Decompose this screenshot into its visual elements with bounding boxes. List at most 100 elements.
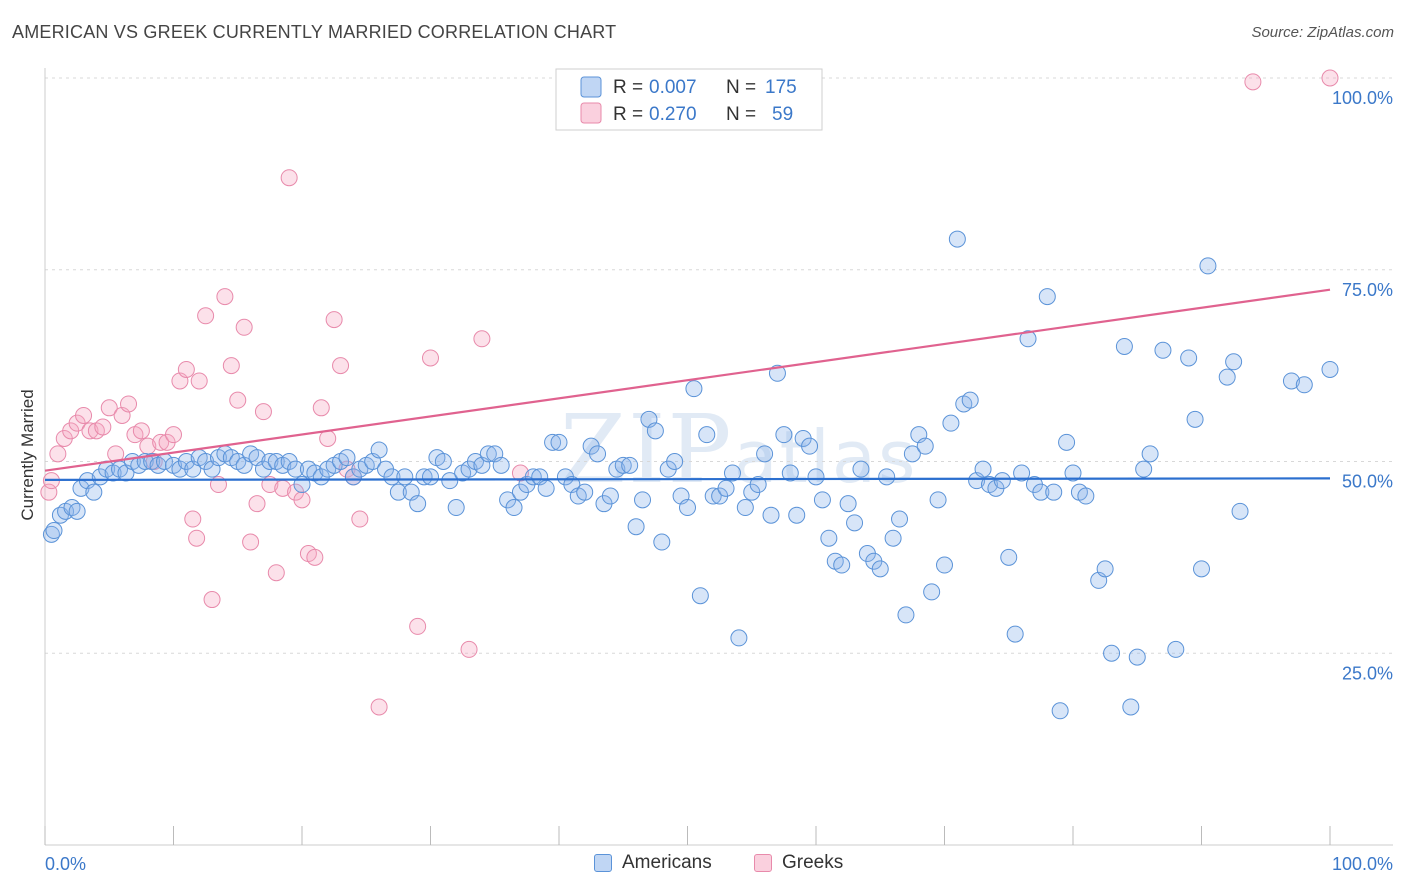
americans-point	[634, 491, 652, 509]
americans-point	[1128, 648, 1146, 666]
bottom-legend-greeks-label: Greeks	[782, 852, 844, 873]
americans-point	[409, 495, 427, 513]
americans-point	[1013, 464, 1031, 482]
americans-point	[768, 364, 786, 382]
chart-title: AMERICAN VS GREEK CURRENTLY MARRIED CORR…	[12, 22, 617, 42]
americans-point	[550, 433, 568, 451]
legend-greeks-swatch	[580, 102, 602, 124]
americans-point	[1103, 644, 1121, 662]
americans-point	[1122, 698, 1140, 716]
americans-point	[601, 487, 619, 505]
americans-point	[916, 437, 934, 455]
legend-greeks-n-value: 59	[772, 104, 793, 125]
americans-point	[1019, 330, 1037, 348]
americans-point	[1058, 433, 1076, 451]
americans-point	[1282, 372, 1300, 390]
americans-point	[45, 522, 63, 540]
greeks-point	[267, 564, 285, 582]
americans-point	[781, 464, 799, 482]
americans-point	[653, 533, 671, 551]
americans-point	[576, 483, 594, 501]
greeks-point	[370, 698, 388, 716]
americans-point	[666, 453, 684, 470]
greeks-point	[409, 617, 427, 635]
greeks-point	[1321, 69, 1339, 87]
greeks-point	[49, 445, 67, 463]
americans-point	[396, 468, 414, 486]
americans-point	[261, 453, 279, 470]
americans-point	[1199, 257, 1217, 275]
greeks-point	[1244, 73, 1262, 91]
americans-point	[1051, 702, 1069, 720]
trend-lines	[44, 288, 1331, 482]
x-tick-label: 0.0%	[45, 854, 86, 874]
americans-point	[627, 518, 645, 536]
americans-point	[389, 483, 407, 501]
americans-point	[1006, 625, 1024, 643]
americans-point	[422, 468, 439, 486]
greeks-point	[235, 318, 253, 336]
americans-point	[415, 468, 433, 486]
americans-point	[441, 472, 459, 490]
greeks-point	[351, 510, 369, 528]
americans-point	[1167, 640, 1185, 658]
americans-point	[685, 380, 703, 398]
greeks-point	[216, 288, 234, 306]
americans-point	[524, 468, 542, 486]
americans-point	[762, 506, 780, 524]
americans-point	[544, 433, 562, 451]
americans-point	[1032, 483, 1050, 501]
y-tick-label: 75.0%	[1342, 280, 1393, 300]
bottom-legend-greeks: Greeks	[754, 852, 843, 874]
americans-point	[447, 499, 465, 517]
legend-greeks-n-label: N =	[726, 104, 756, 125]
legend: R = 0.007 N = 175 R = 0.270 N = 59	[555, 68, 823, 131]
americans-point	[903, 445, 921, 463]
americans-point	[492, 456, 510, 474]
legend-americans-n-label: N =	[726, 77, 756, 98]
americans-point	[852, 460, 870, 478]
americans-point	[788, 506, 806, 524]
legend-greeks-r-label: R =	[613, 104, 643, 125]
greeks-point	[165, 426, 182, 444]
greeks-point	[197, 307, 215, 325]
americans-point	[1077, 487, 1095, 505]
americans-point	[85, 483, 103, 501]
americans-point	[1193, 560, 1210, 578]
greeks-point	[81, 422, 99, 440]
americans-point	[1141, 445, 1159, 463]
americans-point	[756, 445, 774, 463]
americans-point	[383, 468, 401, 486]
americans-point	[839, 495, 857, 513]
americans-point	[993, 472, 1011, 490]
americans-point	[936, 556, 953, 574]
greeks-point	[94, 418, 112, 436]
greeks-point	[280, 169, 298, 187]
legend-greeks-r-value: 0.270	[649, 104, 697, 125]
americans-point	[942, 414, 960, 432]
greeks-point	[293, 491, 311, 509]
americans-point	[679, 499, 696, 517]
watermark-main: ZIP	[560, 395, 734, 505]
greeks-point	[325, 311, 343, 329]
americans-point	[621, 456, 639, 474]
y-tick-label: 50.0%	[1342, 472, 1393, 492]
americans-point	[704, 487, 722, 505]
x-tick-label: 100.0%	[1332, 854, 1393, 874]
americans-point	[1154, 341, 1172, 359]
americans-point	[1064, 464, 1082, 482]
americans-point	[370, 441, 388, 459]
americans-point	[749, 476, 767, 494]
americans-point	[948, 230, 966, 248]
greeks-point	[177, 360, 195, 378]
americans-point	[1038, 288, 1056, 306]
americans-point	[961, 391, 979, 409]
greeks-point	[190, 372, 208, 390]
greeks-swatch	[754, 854, 772, 872]
americans-point	[833, 556, 851, 574]
americans-point	[974, 460, 992, 478]
americans-point	[1321, 360, 1339, 378]
americans-point	[1225, 353, 1243, 371]
greeks-point	[254, 403, 272, 421]
